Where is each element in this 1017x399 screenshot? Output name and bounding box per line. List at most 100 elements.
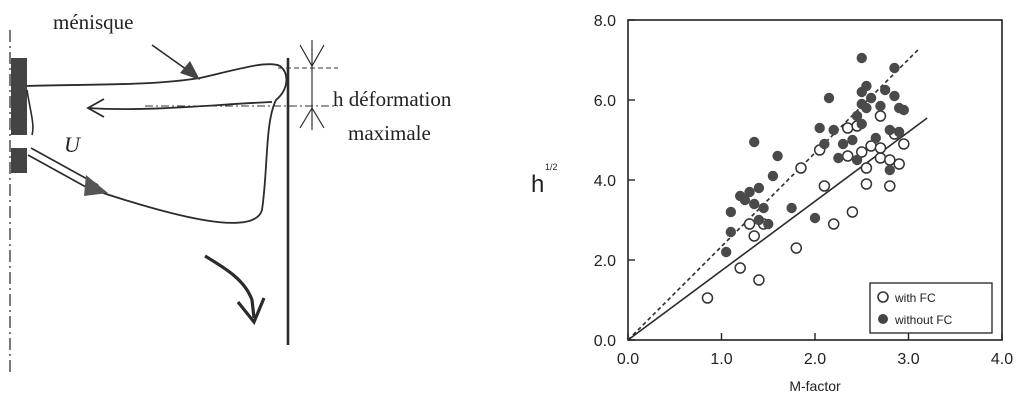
point-with-fc	[884, 154, 896, 166]
x-tick-label: 3.0	[897, 351, 919, 368]
point-with-fc	[827, 218, 840, 230]
point-without-fc	[861, 80, 872, 92]
return-flow-arrow	[87, 101, 273, 110]
point-without-fc	[884, 124, 895, 136]
legend-label-with-fc: with FC	[894, 291, 936, 305]
point-with-fc	[748, 230, 760, 242]
menisque-arrowhead	[180, 61, 200, 80]
point-with-fc	[818, 180, 831, 192]
point-without-fc	[725, 226, 737, 238]
return-flow-arrowhead	[86, 98, 105, 118]
legend: with FC without FC	[869, 282, 993, 334]
point-with-fc	[753, 274, 765, 286]
point-without-fc	[879, 84, 891, 96]
point-with-fc	[790, 242, 803, 254]
point-without-fc	[833, 152, 844, 164]
point-with-fc	[860, 162, 873, 174]
x-axis-label: M-factor	[789, 378, 841, 394]
point-without-fc	[870, 132, 881, 144]
point-with-fc	[884, 180, 896, 192]
point-without-fc	[720, 246, 732, 258]
h-deformation-label: h déformation	[333, 87, 452, 111]
y-tick-label: 0.0	[594, 333, 616, 350]
point-without-fc	[837, 138, 849, 150]
data-points	[701, 52, 910, 304]
y-axis-label-superscript: 1/2	[545, 162, 558, 172]
point-without-fc	[753, 182, 765, 194]
loop-inner-edge	[26, 89, 34, 136]
point-with-fc	[743, 218, 756, 230]
point-without-fc	[889, 62, 900, 74]
downward-flow-arrow	[204, 254, 256, 319]
point-with-fc	[860, 178, 873, 190]
h-bottom-arrow	[299, 106, 325, 129]
point-without-fc	[856, 52, 867, 64]
legend-box	[869, 282, 993, 334]
point-with-fc	[898, 138, 910, 150]
point-with-fc	[874, 110, 887, 122]
point-with-fc	[874, 142, 887, 154]
point-without-fc	[749, 136, 760, 148]
point-without-fc	[763, 218, 774, 230]
point-with-fc	[874, 152, 887, 164]
point-with-fc	[841, 150, 854, 162]
legend-marker-with-fc	[877, 291, 889, 303]
point-without-fc	[861, 102, 872, 114]
x-tick-label: 0.0	[617, 351, 639, 368]
point-without-fc	[875, 100, 886, 112]
point-without-fc	[749, 198, 760, 210]
legend-marker-without-fc	[878, 314, 888, 324]
point-without-fc	[767, 170, 779, 182]
recirculation-loop	[26, 63, 288, 224]
point-without-fc	[753, 214, 765, 226]
h-top-arrow	[299, 44, 325, 68]
point-without-fc	[851, 110, 863, 122]
y-axis-label: h	[531, 171, 544, 198]
y-tick-label: 8.0	[594, 13, 616, 30]
point-without-fc	[814, 122, 825, 134]
point-without-fc	[856, 118, 867, 130]
y-tick-label: 4.0	[594, 173, 616, 190]
point-without-fc	[772, 150, 783, 162]
point-with-fc	[846, 206, 859, 218]
y-tick-label: 2.0	[594, 253, 616, 270]
fit-line-dashed	[627, 49, 919, 341]
x-tick-label: 4.0	[991, 351, 1013, 368]
point-without-fc	[758, 202, 769, 214]
point-without-fc	[884, 164, 895, 176]
scatter-chart: 0.0 1.0 2.0 3.0 4.0 0.0 2.0 4.0 6.0 8.0 h 1/2 M-f…	[531, 13, 1013, 394]
point-with-fc	[701, 292, 714, 304]
point-with-fc	[893, 158, 905, 170]
y-tick-label: 6.0	[594, 93, 616, 110]
point-with-fc	[795, 162, 807, 174]
point-without-fc	[847, 134, 858, 146]
axis-ticks: 0.0 1.0 2.0 3.0 4.0 0.0 2.0 4.0 6.0 8.0	[594, 13, 1013, 368]
jet-line-2	[27, 154, 96, 193]
nozzle-block-upper	[11, 58, 27, 135]
jet-arrowhead	[84, 175, 108, 196]
point-without-fc	[819, 138, 830, 150]
x-tick-label: 1.0	[710, 351, 732, 368]
point-without-fc	[828, 124, 839, 136]
point-without-fc	[725, 206, 737, 218]
x-tick-label: 2.0	[804, 351, 826, 368]
point-without-fc	[739, 194, 751, 206]
point-without-fc	[851, 154, 863, 166]
point-with-fc	[856, 146, 868, 158]
point-without-fc	[865, 92, 877, 104]
point-without-fc	[898, 104, 910, 116]
legend-label-without-fc: without FC	[894, 313, 953, 327]
point-without-fc	[893, 126, 905, 138]
velocity-u-label: U	[64, 132, 82, 157]
point-without-fc	[744, 186, 755, 198]
point-without-fc	[809, 212, 821, 224]
menisque-pointer	[151, 44, 191, 73]
nozzle-block-lower	[11, 148, 27, 173]
meniscus-diagram: ménisque h déformation maximale U	[9, 10, 452, 375]
point-without-fc	[786, 202, 797, 214]
menisque-label: ménisque	[53, 10, 133, 34]
point-with-fc	[734, 262, 746, 274]
point-without-fc	[889, 90, 900, 102]
point-without-fc	[823, 92, 835, 104]
